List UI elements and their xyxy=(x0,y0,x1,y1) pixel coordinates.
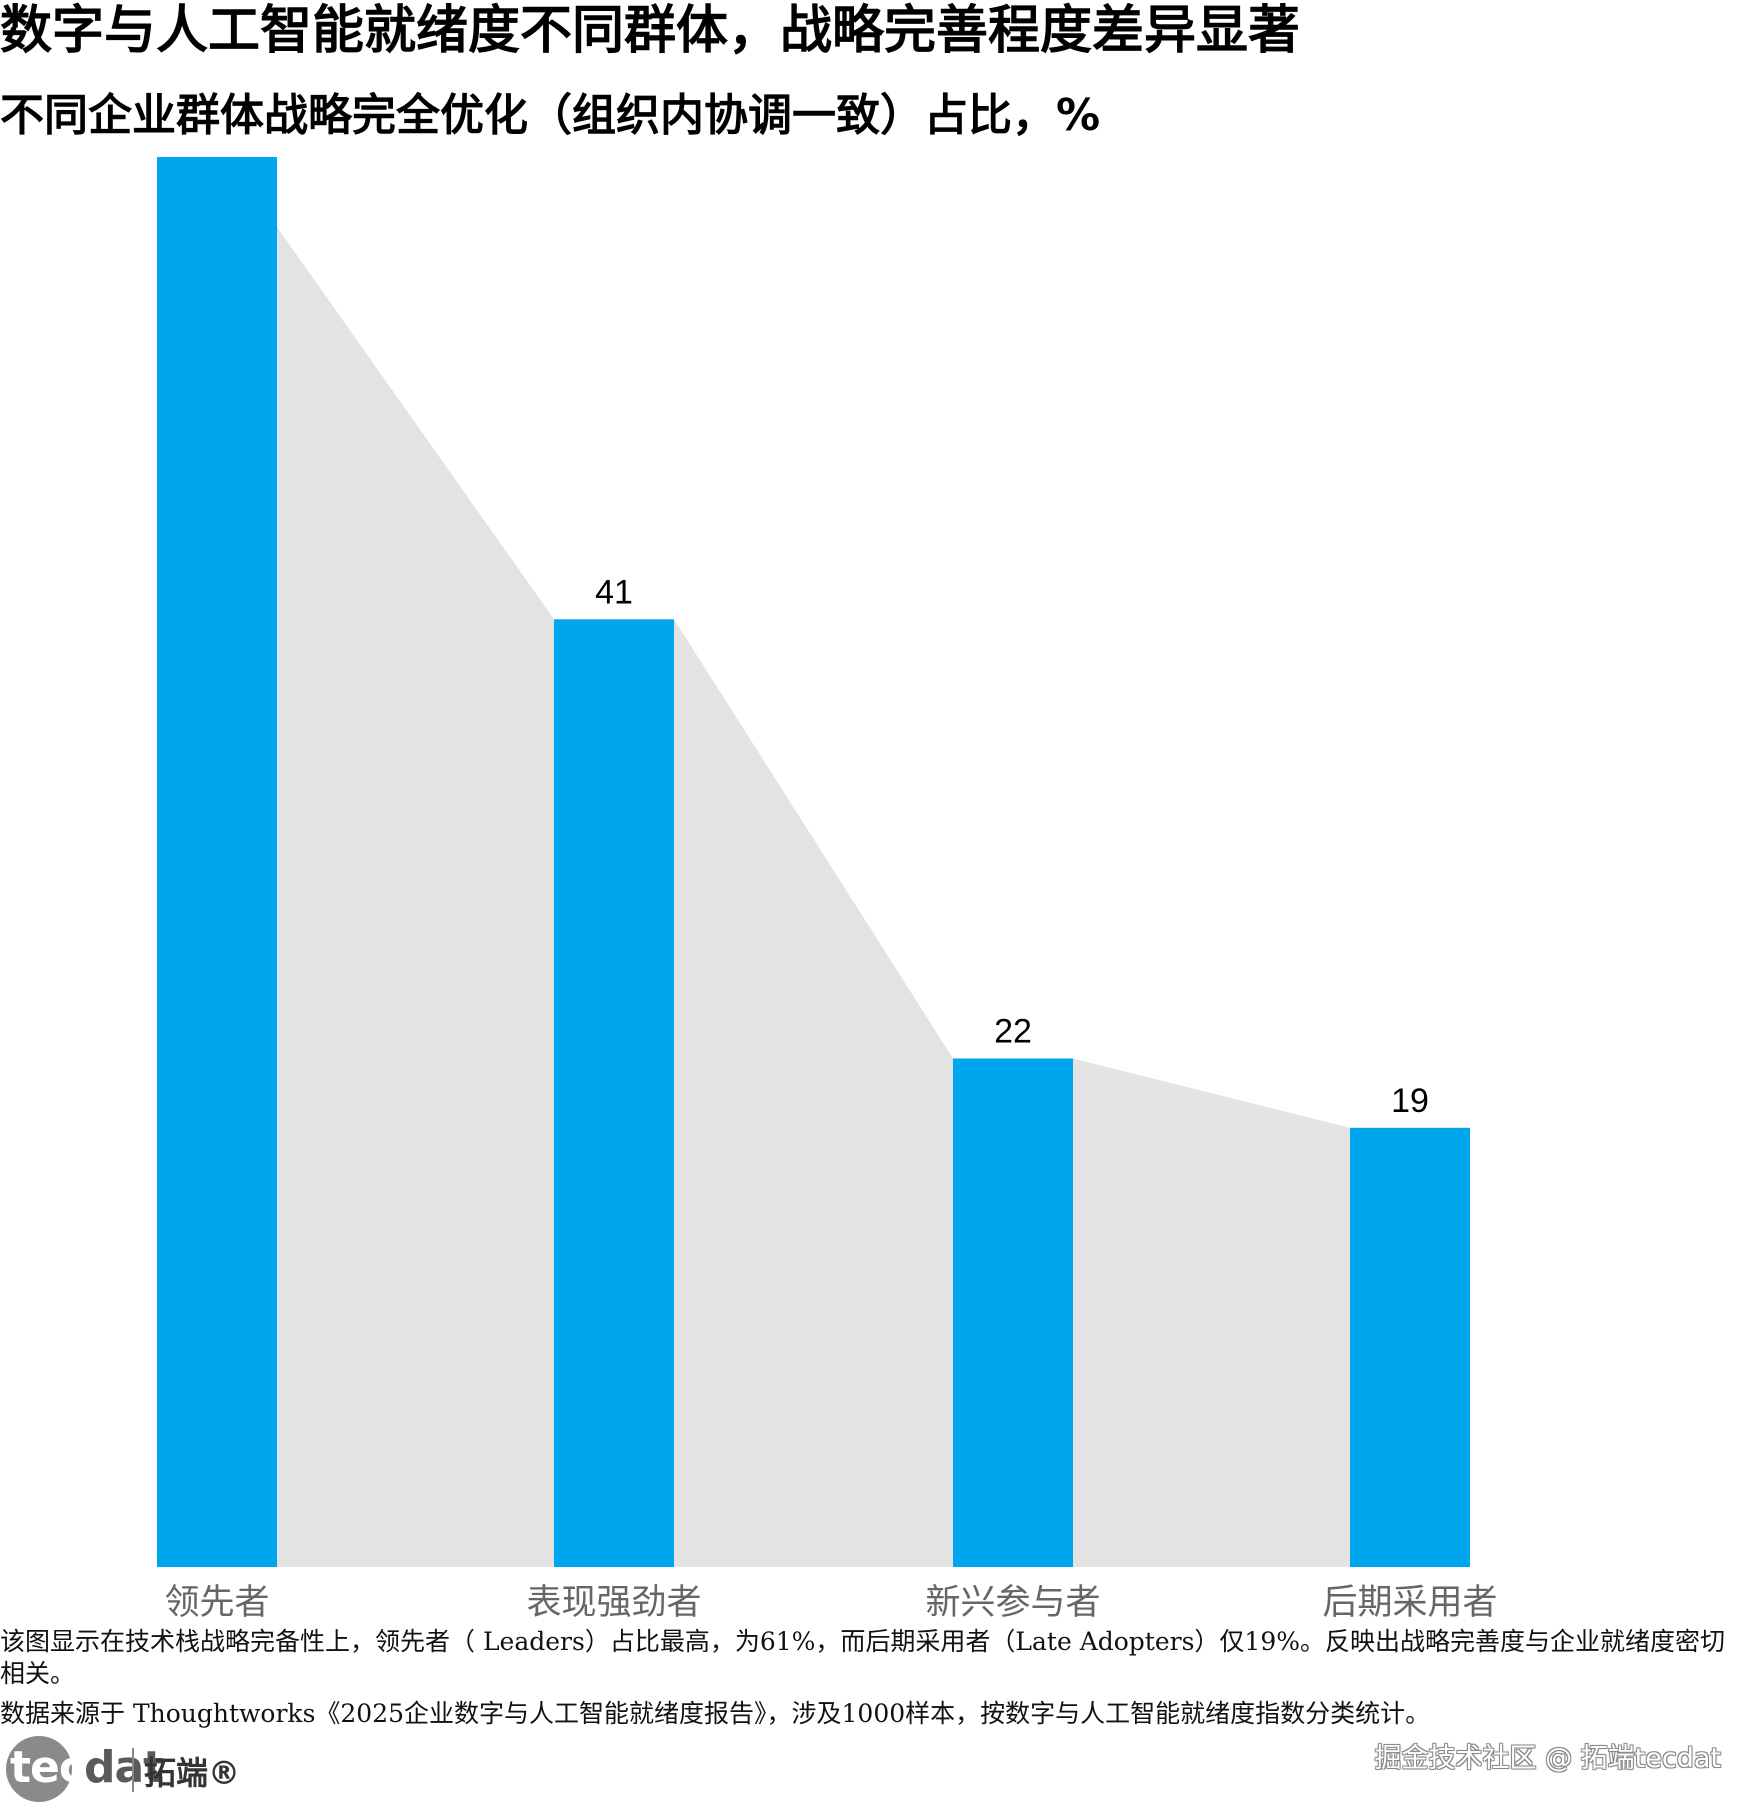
category-label-0: 领先者 xyxy=(164,1583,269,1620)
value-label-3: 19 xyxy=(1391,1082,1429,1120)
value-labels-group: 41 22 19 xyxy=(595,573,1429,1120)
bars-group xyxy=(157,157,1470,1567)
logo-circle-icon xyxy=(6,1736,72,1802)
category-labels-group: 领先者 表现强劲者 新兴参与者 后期采用者 xyxy=(164,1583,1497,1620)
bar-1 xyxy=(554,619,674,1567)
watermark: 掘金技术社区 @ 拓端tecdat xyxy=(1374,1743,1721,1774)
chart-subtitle: 不同企业群体战略完全优化（组织内协调一致）占比，% xyxy=(0,90,1101,141)
logo-wordmark: tecdat xyxy=(10,1742,164,1793)
chart-description: 该图显示在技术栈战略完备性上，领先者（ Leaders）占比最高，为61%，而后… xyxy=(0,1627,1725,1688)
value-label-1: 41 xyxy=(595,573,633,611)
bar-2 xyxy=(953,1058,1073,1567)
bar-3 xyxy=(1350,1127,1470,1567)
category-label-1: 表现强劲者 xyxy=(526,1583,701,1620)
category-label-2: 新兴参与者 xyxy=(925,1583,1100,1620)
chart-source: 数据来源于 Thoughtworks《2025企业数字与人工智能就绪度报告》，涉… xyxy=(0,1699,1431,1728)
category-label-3: 后期采用者 xyxy=(1322,1583,1497,1620)
value-label-2: 22 xyxy=(994,1012,1032,1050)
logo-chinese: 拓端® xyxy=(144,1754,241,1792)
trend-area xyxy=(277,227,1470,1567)
bar-0 xyxy=(157,157,277,1567)
chart-title: 数字与人工智能就绪度不同群体，战略完善程度差异显著 xyxy=(0,1,1301,61)
logo-divider xyxy=(132,1748,134,1792)
bar-chart: 41 22 19 领先者 表现强劲者 新兴参与者 后期采用者 xyxy=(157,157,1498,1620)
tecdat-logo: tecdat 拓端® xyxy=(6,1736,246,1802)
